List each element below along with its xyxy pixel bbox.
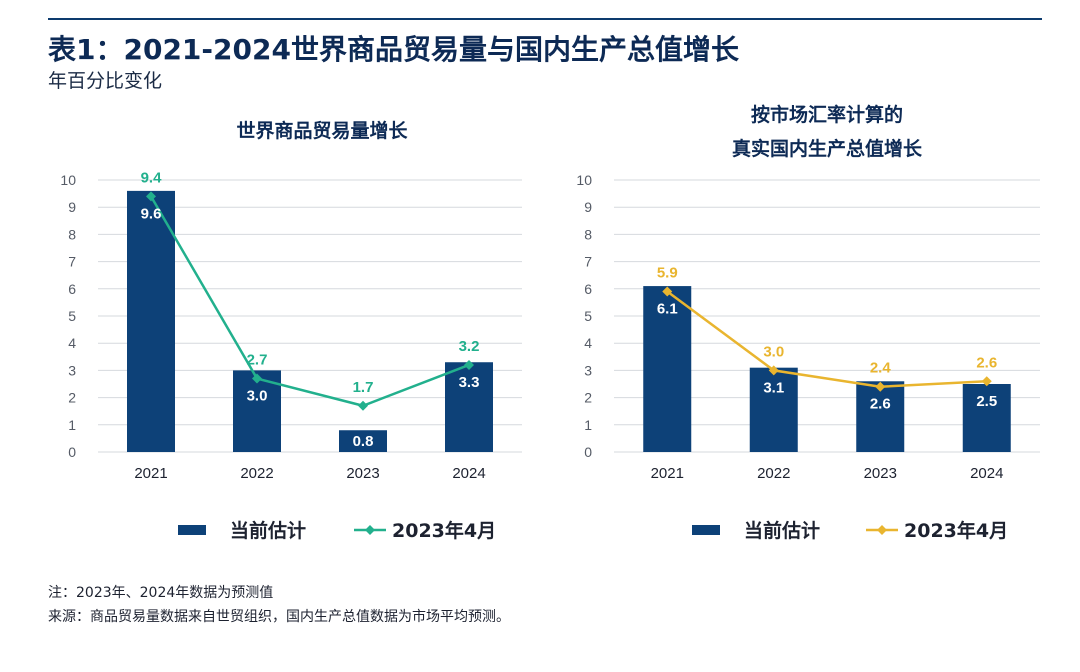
y-tick-label: 5 [584, 308, 592, 324]
y-tick-label: 6 [68, 281, 76, 297]
bar-data-label: 0.8 [353, 433, 374, 450]
x-tick-label: 2021 [651, 465, 684, 482]
y-tick-label: 1 [584, 417, 592, 433]
line-data-label: 2.6 [976, 354, 997, 371]
bar-data-label: 6.1 [657, 301, 678, 318]
x-tick-label: 2021 [134, 465, 167, 482]
legend-label-line: 2023年4月 [904, 519, 1008, 542]
bar [749, 367, 798, 452]
legend-bar-swatch [692, 525, 720, 535]
y-tick-label: 10 [576, 172, 592, 188]
panel-title: 按市场汇率计算的 [751, 103, 903, 126]
figure-title: 表1：2021-2024世界商品贸易量与国内生产总值增长 [48, 33, 739, 66]
panel-title: 世界商品贸易量增长 [236, 119, 408, 142]
line-data-label: 3.0 [763, 343, 784, 360]
bar [339, 430, 387, 452]
bar-data-label: 9.6 [141, 205, 162, 222]
bar [233, 370, 281, 452]
line-point [875, 381, 886, 392]
y-tick-label: 1 [68, 417, 76, 433]
line-point [252, 373, 262, 384]
y-tick-label: 3 [584, 362, 592, 378]
line-data-label: 3.2 [459, 338, 480, 355]
line-point [464, 359, 474, 370]
bar [127, 190, 175, 452]
line-data-label: 9.4 [141, 169, 163, 186]
footnote: 注：2023年、2024年数据为预测值 [48, 585, 274, 601]
figure-subtitle: 年百分比变化 [48, 70, 163, 92]
bar [856, 381, 905, 452]
y-tick-label: 3 [68, 362, 76, 378]
bar-data-label: 3.0 [247, 388, 268, 405]
bar [962, 384, 1011, 452]
line-point [981, 376, 992, 387]
series-line [149, 195, 470, 408]
top-rule [48, 18, 1042, 20]
legend-line-marker [877, 525, 887, 535]
legend-label-line: 2023年4月 [392, 519, 496, 542]
line-data-label: 1.7 [353, 379, 374, 396]
bar [643, 286, 692, 452]
bar-data-label: 2.5 [976, 393, 997, 410]
y-tick-label: 4 [68, 335, 76, 351]
bar-data-label: 3.3 [459, 374, 480, 391]
x-tick-label: 2023 [864, 465, 897, 482]
bar-data-label: 2.6 [870, 396, 891, 413]
line-data-label: 5.9 [657, 265, 678, 282]
y-tick-label: 7 [68, 254, 76, 270]
source-note: 来源：商品贸易量数据来自世贸组织，国内生产总值数据为市场平均预测。 [48, 609, 510, 625]
y-tick-label: 4 [584, 335, 592, 351]
line-point [146, 191, 156, 202]
y-tick-label: 8 [68, 226, 76, 242]
line-point [358, 400, 368, 411]
bar-data-label: 3.1 [763, 379, 784, 396]
y-tick-label: 8 [584, 226, 592, 242]
x-tick-label: 2023 [346, 465, 379, 482]
x-tick-label: 2022 [757, 465, 790, 482]
line-data-label: 2.7 [247, 352, 268, 369]
y-tick-label: 9 [584, 199, 592, 215]
y-tick-label: 9 [68, 199, 76, 215]
legend-line-marker [365, 525, 375, 535]
x-tick-label: 2024 [452, 465, 485, 482]
line-data-label: 2.4 [870, 360, 892, 377]
series-line [666, 290, 987, 388]
y-tick-label: 2 [68, 390, 76, 406]
y-tick-label: 0 [68, 444, 76, 460]
line-point [662, 286, 673, 297]
x-tick-label: 2022 [240, 465, 273, 482]
panel-title: 真实国内生产总值增长 [732, 137, 923, 160]
y-tick-label: 5 [68, 308, 76, 324]
y-tick-label: 7 [584, 254, 592, 270]
legend-bar-swatch [178, 525, 206, 535]
legend-label-bar: 当前估计 [744, 519, 820, 542]
y-tick-label: 10 [60, 172, 76, 188]
x-tick-label: 2024 [970, 465, 1003, 482]
y-tick-label: 0 [584, 444, 592, 460]
y-tick-label: 2 [584, 390, 592, 406]
line-point [768, 365, 779, 376]
legend-label-bar: 当前估计 [230, 519, 306, 542]
bar [445, 362, 493, 452]
y-tick-label: 6 [584, 281, 592, 297]
